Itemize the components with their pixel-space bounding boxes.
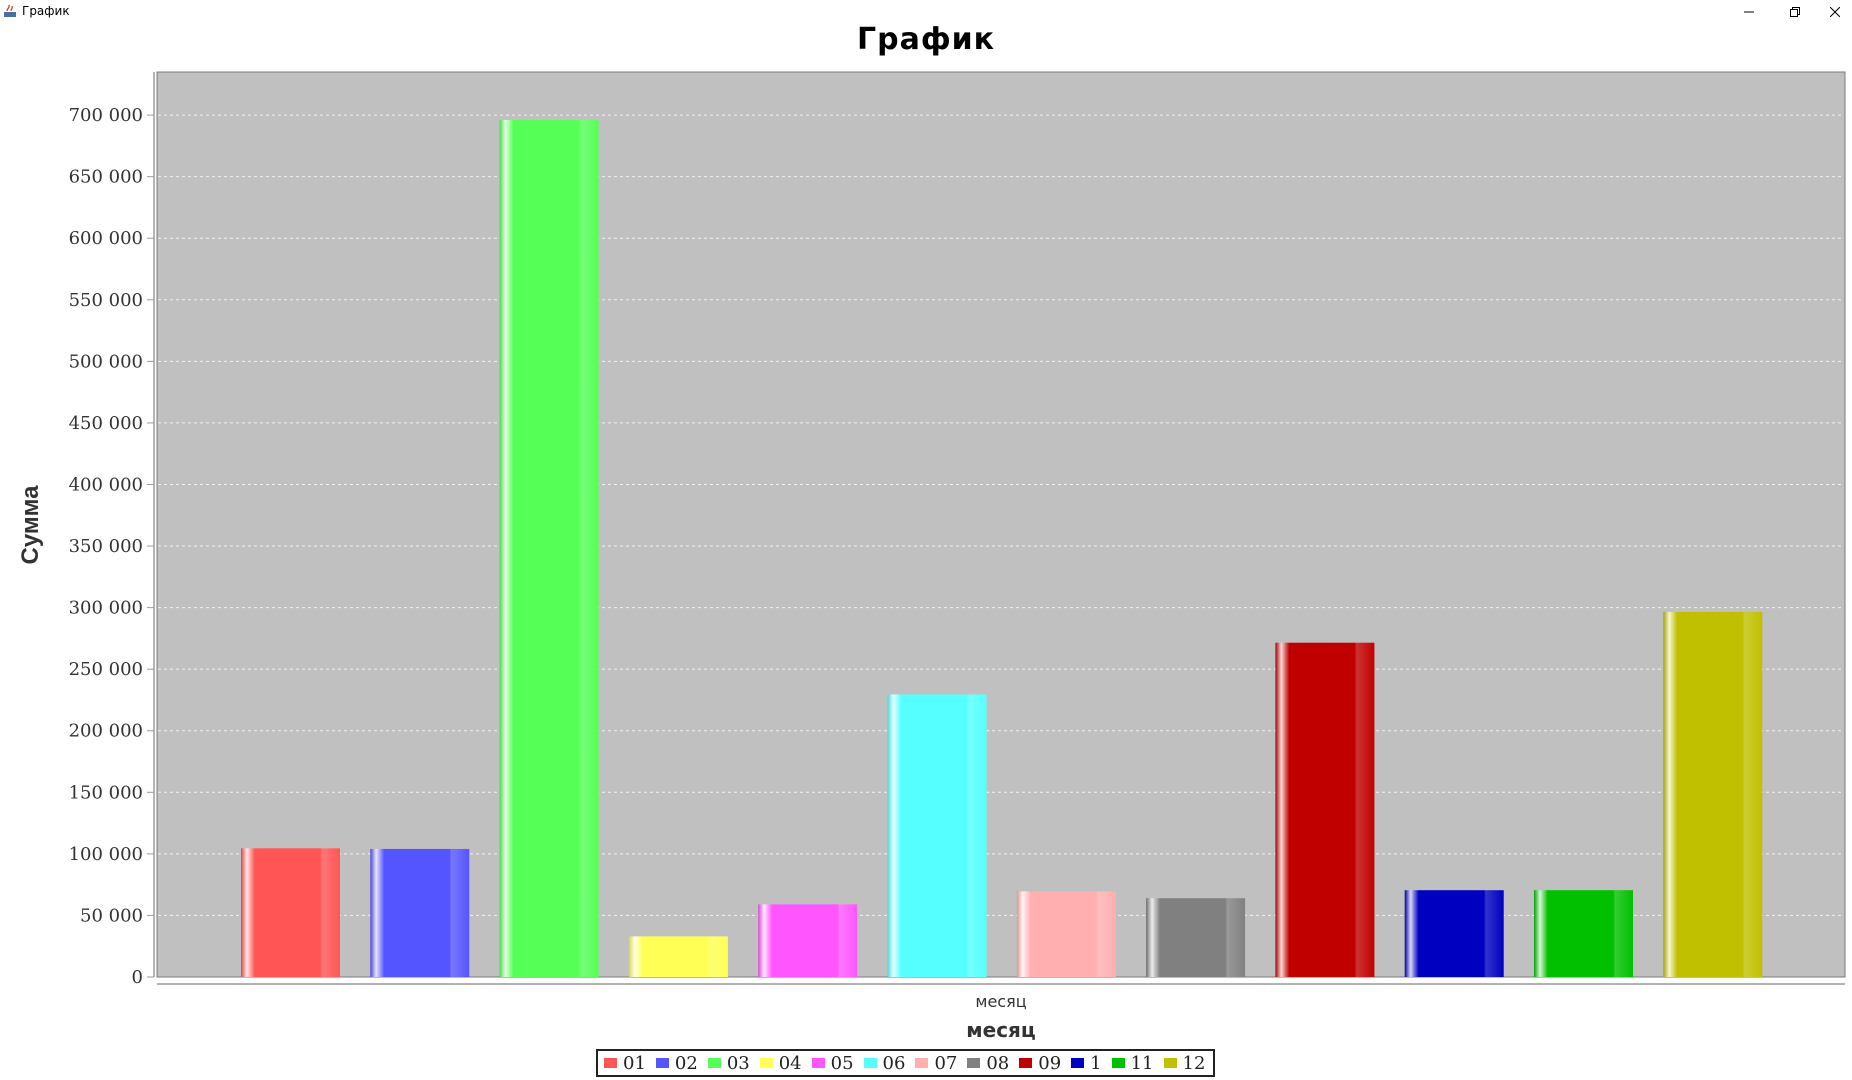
- y-tick-label: 600 000: [69, 228, 143, 249]
- bar-01: [241, 848, 340, 977]
- legend-label: 08: [986, 1052, 1010, 1074]
- window-title: График: [22, 4, 70, 18]
- y-tick-label: 350 000: [69, 536, 143, 557]
- bar-12: [1663, 611, 1763, 977]
- legend-swatch: [1163, 1058, 1177, 1068]
- y-tick-label: 150 000: [69, 782, 143, 803]
- y-tick-label: 400 000: [69, 474, 143, 495]
- legend-swatch: [604, 1058, 617, 1068]
- legend-label: 1: [1090, 1052, 1102, 1074]
- legend-item-08: 08: [967, 1053, 1009, 1074]
- legend-swatch: [967, 1058, 981, 1068]
- bar-1: [1404, 890, 1504, 977]
- legend-item-06: 06: [863, 1052, 906, 1074]
- legend-swatch: [1019, 1058, 1033, 1068]
- bar-03: [499, 120, 599, 978]
- window-titlebar: График: [0, 0, 1852, 24]
- chart-title: График: [857, 22, 995, 57]
- y-axis-ticks: 0 50 000 100 000 150 000 200 000 250 000 300 0…: [69, 105, 154, 988]
- y-tick-label: 300 000: [69, 598, 143, 619]
- minimize-icon: [1744, 11, 1754, 13]
- y-tick-label: 200 000: [69, 721, 143, 742]
- close-icon: [1830, 7, 1840, 17]
- y-tick-label: 100 000: [69, 844, 143, 865]
- bar-04: [628, 936, 728, 977]
- y-tick-label: 650 000: [69, 167, 143, 188]
- close-button[interactable]: [1818, 0, 1852, 24]
- y-tick-label: 700 000: [69, 105, 143, 126]
- legend-item-05: 05: [811, 1052, 854, 1074]
- minimize-button[interactable]: [1726, 0, 1772, 24]
- bar-05: [758, 904, 858, 977]
- legend-label: 01: [623, 1052, 646, 1074]
- legend-item-1: 1: [1071, 1052, 1102, 1074]
- y-tick-label: 450 000: [69, 413, 143, 434]
- chart-legend: 01 02 03 04 05 06 07 08 09 1 11 12: [596, 1049, 1216, 1077]
- bar-02: [370, 848, 470, 977]
- gridlines: [158, 114, 1844, 916]
- legend-item-07: 07: [915, 1053, 957, 1074]
- category-label: месяц: [975, 992, 1026, 1011]
- legend-label: 12: [1182, 1052, 1206, 1074]
- legend-item-01: 01: [604, 1053, 646, 1074]
- legend-label: 04: [778, 1052, 802, 1074]
- bar-06: [887, 694, 987, 977]
- y-tick-label: 250 000: [69, 659, 143, 680]
- legend-swatch: [655, 1058, 669, 1068]
- bar-08: [1146, 898, 1246, 977]
- plot-area: [156, 71, 1846, 978]
- bar-09: [1275, 642, 1375, 977]
- restore-icon: [1790, 7, 1800, 17]
- legend-swatch: [863, 1058, 877, 1068]
- bar-chart: 0 50 000 100 000 150 000 200 000 250 000 300 0…: [17, 71, 1846, 1042]
- bars: [241, 120, 1763, 978]
- legend-item-09: 09: [1019, 1053, 1061, 1074]
- legend-item-11: 11: [1111, 1052, 1154, 1074]
- legend-label: 02: [674, 1052, 698, 1074]
- legend-item-12: 12: [1163, 1052, 1206, 1074]
- restore-button[interactable]: [1772, 0, 1818, 24]
- legend-label: 09: [1038, 1052, 1062, 1074]
- legend-swatch: [759, 1058, 773, 1068]
- legend-label: 07: [934, 1052, 958, 1074]
- y-tick-label: 0: [132, 967, 143, 988]
- java-app-icon: [4, 4, 16, 17]
- legend-swatch: [1111, 1058, 1125, 1068]
- y-tick-label: 50 000: [80, 905, 143, 926]
- legend-item-03: 03: [707, 1052, 750, 1074]
- legend-label: 05: [830, 1052, 854, 1074]
- legend-item-02: 02: [655, 1052, 698, 1074]
- bar-07: [1016, 891, 1116, 977]
- y-tick-label: 550 000: [69, 290, 143, 311]
- y-axis-label: Сумма: [17, 485, 44, 565]
- x-axis-label: месяц: [966, 1018, 1035, 1042]
- legend-swatch: [707, 1058, 721, 1068]
- legend-swatch: [1071, 1058, 1085, 1068]
- legend-label: 11: [1130, 1052, 1154, 1074]
- y-tick-label: 500 000: [69, 351, 143, 372]
- legend-item-04: 04: [759, 1052, 802, 1074]
- bar-11: [1534, 890, 1633, 977]
- legend-label: 03: [726, 1052, 750, 1074]
- legend-label: 06: [882, 1052, 906, 1074]
- legend-swatch: [811, 1058, 825, 1068]
- legend-swatch: [915, 1058, 929, 1068]
